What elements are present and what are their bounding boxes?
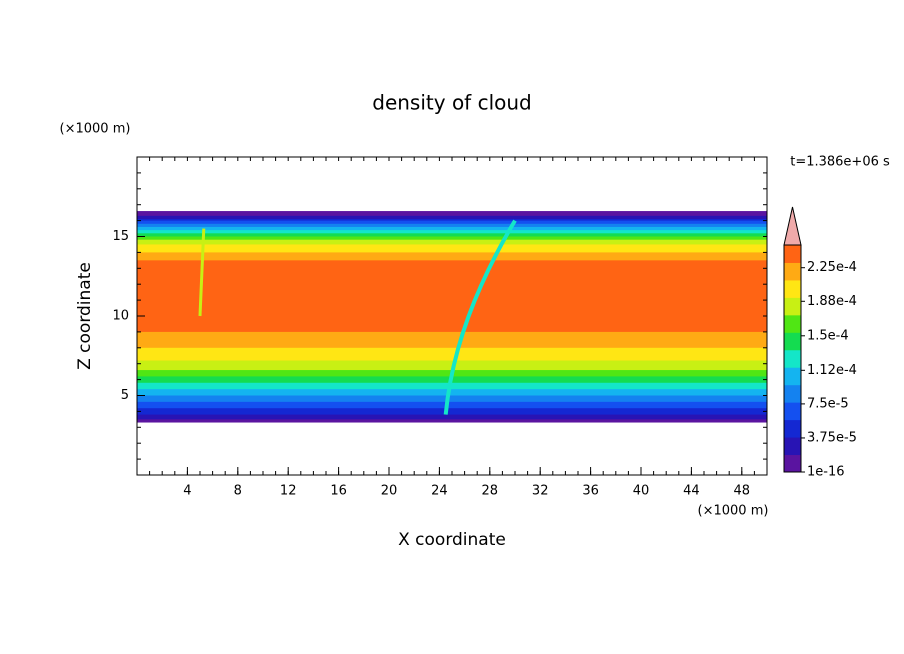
x-tick-label: 20: [381, 484, 398, 499]
colorbar-tick-label: 1.12e-4: [807, 363, 857, 378]
colorbar-band: [784, 279, 801, 298]
field-feature: [198, 228, 206, 317]
colorbar-band: [784, 314, 801, 333]
x-tick-label: 48: [734, 484, 751, 499]
x-tick-label: 36: [582, 484, 599, 499]
x-tick-label: 16: [330, 484, 347, 499]
colorbar-tick-label: 2.25e-4: [807, 260, 857, 275]
colorbar-band: [784, 419, 801, 438]
colorbar-tick-label: 1e-16: [807, 465, 845, 480]
time-label: t=1.386e+06 s: [790, 155, 890, 170]
colorbar-band: [784, 384, 801, 403]
colorbar-band: [784, 245, 801, 263]
colorbar-band: [784, 297, 801, 316]
colorbar-band: [784, 454, 801, 473]
x-tick-label: 28: [482, 484, 499, 499]
chart-title: density of cloud: [372, 91, 531, 115]
y-axis-label: Z coordinate: [75, 262, 95, 370]
colorbar-tick-label: 7.5e-5: [807, 396, 849, 411]
colorbar-band: [784, 349, 801, 368]
colorbar-frame: [783, 244, 802, 473]
y-tick-label: 5: [121, 388, 129, 403]
field-feature: [443, 219, 517, 415]
y-tick-label: 15: [112, 229, 129, 244]
y-tick-label: 10: [112, 309, 129, 324]
colorbar-band: [784, 332, 801, 351]
x-unit: (×1000 m): [698, 504, 769, 519]
y-unit: (×1000 m): [60, 122, 131, 137]
colorbar-tick-label: 3.75e-5: [807, 430, 857, 445]
x-tick-label: 32: [532, 484, 549, 499]
x-tick-label: 44: [683, 484, 700, 499]
colorbar-band: [784, 262, 801, 281]
field-band: [137, 260, 767, 332]
colorbar-band: [784, 367, 801, 386]
x-tick-label: 4: [183, 484, 191, 499]
x-tick-label: 24: [431, 484, 448, 499]
colorbar-tick-label: 1.88e-4: [807, 294, 857, 309]
colorbar-tick-label: 1.5e-4: [807, 328, 849, 343]
x-axis-label: X coordinate: [398, 530, 506, 550]
x-tick-label: 8: [234, 484, 242, 499]
x-tick-label: 12: [280, 484, 297, 499]
colorbar-band: [784, 402, 801, 421]
colorbar-band: [784, 437, 801, 456]
x-tick-label: 40: [633, 484, 650, 499]
